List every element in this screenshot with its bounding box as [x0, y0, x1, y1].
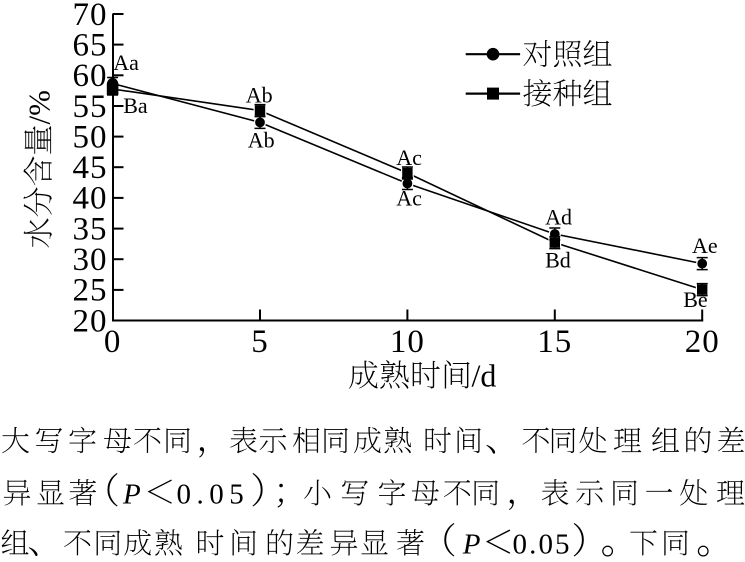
svg-text:Ab: Ab — [248, 128, 275, 153]
svg-text:Bd: Bd — [545, 247, 571, 272]
svg-text:15: 15 — [537, 324, 572, 360]
svg-text:25: 25 — [73, 273, 108, 309]
svg-text:50: 50 — [73, 119, 108, 155]
svg-text:Ae: Ae — [692, 233, 718, 258]
svg-text:60: 60 — [73, 58, 108, 94]
svg-text:Ba: Ba — [123, 93, 148, 118]
svg-text:30: 30 — [73, 242, 108, 278]
svg-text:55: 55 — [73, 89, 108, 125]
svg-text:Be: Be — [683, 287, 707, 312]
svg-text:0: 0 — [104, 324, 122, 360]
svg-text:Aa: Aa — [113, 50, 139, 75]
svg-text:45: 45 — [73, 150, 108, 186]
svg-text:35: 35 — [73, 211, 108, 247]
svg-text:20: 20 — [685, 324, 720, 360]
svg-text:Ac: Ac — [396, 186, 422, 211]
svg-text:5: 5 — [251, 324, 269, 360]
svg-text:10: 10 — [390, 324, 425, 360]
svg-text:/%: /% — [22, 90, 57, 124]
svg-text:Ad: Ad — [545, 205, 572, 230]
svg-text:Ab: Ab — [246, 82, 273, 107]
svg-text:P: P — [122, 478, 141, 510]
svg-text:40: 40 — [73, 181, 108, 217]
svg-text:Ac: Ac — [396, 145, 422, 170]
svg-text:65: 65 — [73, 27, 108, 63]
svg-text:/d: /d — [472, 357, 497, 393]
svg-text:0.05: 0.05 — [513, 528, 572, 560]
svg-text:20: 20 — [73, 303, 108, 339]
svg-text:P: P — [462, 528, 481, 560]
svg-text:0.05: 0.05 — [177, 478, 250, 510]
svg-text:70: 70 — [73, 0, 108, 33]
